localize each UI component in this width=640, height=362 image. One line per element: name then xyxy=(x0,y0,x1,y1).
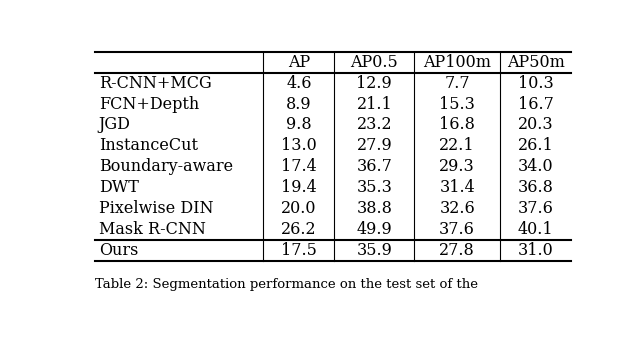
Text: AP: AP xyxy=(288,54,310,71)
Text: AP50m: AP50m xyxy=(507,54,564,71)
Text: 40.1: 40.1 xyxy=(518,221,554,238)
Text: 34.0: 34.0 xyxy=(518,158,554,175)
Text: 15.3: 15.3 xyxy=(439,96,475,113)
Text: DWT: DWT xyxy=(99,179,139,196)
Text: 23.2: 23.2 xyxy=(356,117,392,134)
Text: 13.0: 13.0 xyxy=(281,137,317,154)
Text: 38.8: 38.8 xyxy=(356,200,392,217)
Text: 9.8: 9.8 xyxy=(286,117,312,134)
Text: Pixelwise DIN: Pixelwise DIN xyxy=(99,200,213,217)
Text: Ours: Ours xyxy=(99,242,138,259)
Text: 16.7: 16.7 xyxy=(518,96,554,113)
Text: 7.7: 7.7 xyxy=(444,75,470,92)
Text: AP100m: AP100m xyxy=(423,54,491,71)
Text: 29.3: 29.3 xyxy=(439,158,475,175)
Text: 17.4: 17.4 xyxy=(281,158,317,175)
Text: Mask R-CNN: Mask R-CNN xyxy=(99,221,205,238)
Text: 35.3: 35.3 xyxy=(356,179,392,196)
Text: 35.9: 35.9 xyxy=(356,242,392,259)
Text: 31.4: 31.4 xyxy=(439,179,475,196)
Text: AP0.5: AP0.5 xyxy=(351,54,398,71)
Text: Boundary-aware: Boundary-aware xyxy=(99,158,233,175)
Text: 31.0: 31.0 xyxy=(518,242,554,259)
Text: 27.9: 27.9 xyxy=(356,137,392,154)
Text: 36.8: 36.8 xyxy=(518,179,554,196)
Text: 4.6: 4.6 xyxy=(286,75,312,92)
Text: R-CNN+MCG: R-CNN+MCG xyxy=(99,75,212,92)
Text: 37.6: 37.6 xyxy=(439,221,475,238)
Text: 22.1: 22.1 xyxy=(440,137,475,154)
Text: 20.0: 20.0 xyxy=(281,200,317,217)
Text: 27.8: 27.8 xyxy=(439,242,475,259)
Text: FCN+Depth: FCN+Depth xyxy=(99,96,199,113)
Text: InstanceCut: InstanceCut xyxy=(99,137,198,154)
Text: 8.9: 8.9 xyxy=(286,96,312,113)
Text: 17.5: 17.5 xyxy=(281,242,317,259)
Text: 37.6: 37.6 xyxy=(518,200,554,217)
Text: JGD: JGD xyxy=(99,117,131,134)
Text: 10.3: 10.3 xyxy=(518,75,554,92)
Text: 49.9: 49.9 xyxy=(356,221,392,238)
Text: 32.6: 32.6 xyxy=(439,200,475,217)
Text: 36.7: 36.7 xyxy=(356,158,392,175)
Text: 19.4: 19.4 xyxy=(281,179,317,196)
Text: 21.1: 21.1 xyxy=(356,96,392,113)
Text: 16.8: 16.8 xyxy=(439,117,475,134)
Text: Table 2: Segmentation performance on the test set of the: Table 2: Segmentation performance on the… xyxy=(95,278,478,291)
Text: 26.2: 26.2 xyxy=(281,221,317,238)
Text: 26.1: 26.1 xyxy=(518,137,554,154)
Text: 20.3: 20.3 xyxy=(518,117,554,134)
Text: 12.9: 12.9 xyxy=(356,75,392,92)
